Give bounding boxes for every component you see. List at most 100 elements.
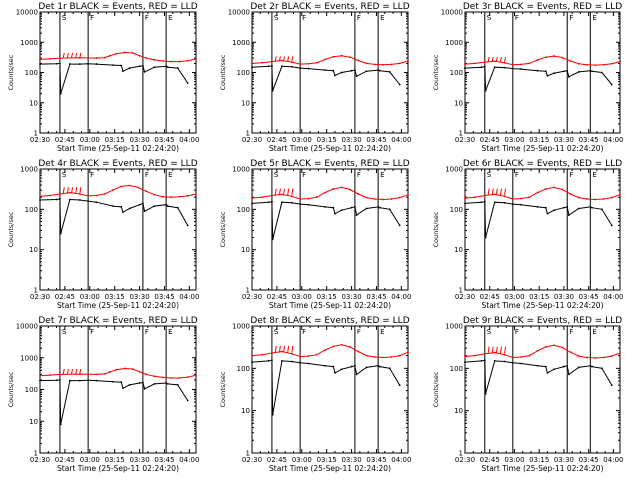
x-tick-label: 03:30 bbox=[554, 136, 574, 144]
data-point-lld bbox=[132, 52, 134, 54]
lld-spike bbox=[491, 188, 494, 196]
lld-spike bbox=[66, 187, 69, 194]
x-tick-label: 03:00 bbox=[292, 136, 312, 144]
data-point-events bbox=[493, 66, 496, 69]
data-point-lld bbox=[619, 60, 621, 63]
data-point-lld bbox=[373, 356, 376, 358]
x-tick-label: 02:45 bbox=[55, 456, 75, 464]
data-point-events bbox=[307, 203, 310, 206]
y-tick-label: 100 bbox=[450, 365, 463, 373]
x-tick-label: 03:15 bbox=[529, 456, 549, 464]
x-axis-label: Start Time (25-Sep-11 02:24:20) bbox=[482, 464, 604, 473]
data-point-lld bbox=[493, 351, 496, 354]
x-tick-label: 04:00 bbox=[391, 293, 411, 301]
data-point-lld bbox=[569, 193, 572, 195]
data-point-lld bbox=[365, 196, 368, 199]
data-point-lld bbox=[577, 62, 580, 65]
x-tick-label: 02:30 bbox=[30, 293, 50, 301]
data-point-lld bbox=[145, 57, 148, 59]
lld-spike bbox=[71, 187, 74, 194]
data-point-events bbox=[251, 361, 253, 364]
data-point-events bbox=[483, 200, 486, 203]
data-point-lld bbox=[561, 346, 564, 349]
x-tick-label: 02:45 bbox=[267, 456, 287, 464]
x-tick-label: 03:00 bbox=[504, 136, 524, 144]
y-tick-label: 10 bbox=[29, 99, 38, 107]
chart-title: Det 3r BLACK = Events, RED = LLD bbox=[463, 2, 622, 12]
chart-panel-7: Det 7r BLACK = Events, RED = LLD 1 10 100 10… bbox=[7, 316, 199, 473]
x-tick-label: 03:45 bbox=[579, 136, 599, 144]
data-point-events bbox=[600, 71, 603, 74]
data-point-lld bbox=[39, 195, 41, 198]
data-point-events bbox=[280, 201, 283, 204]
data-point-lld bbox=[373, 198, 376, 200]
data-point-lld bbox=[132, 368, 134, 370]
data-point-events bbox=[566, 205, 569, 208]
data-point-events bbox=[566, 69, 569, 72]
data-point-events bbox=[483, 65, 486, 68]
data-point-lld bbox=[332, 345, 335, 348]
data-point-events bbox=[186, 82, 189, 84]
chart-panel-2: Det 2r BLACK = Events, RED = LLD 1 10 100 10… bbox=[219, 2, 411, 153]
lld-spike bbox=[491, 346, 494, 354]
data-point-lld bbox=[544, 188, 547, 190]
data-point-events bbox=[553, 368, 555, 371]
x-tick-label: 02:30 bbox=[455, 136, 475, 144]
vertical-marker-label: S bbox=[274, 14, 279, 22]
data-point-lld bbox=[586, 63, 588, 66]
data-point-lld bbox=[170, 196, 173, 199]
data-point-lld bbox=[115, 368, 118, 371]
data-point-lld bbox=[602, 198, 605, 200]
y-tick-label: 1000 bbox=[232, 39, 250, 47]
lld-spike bbox=[495, 346, 498, 354]
vertical-marker-label: F bbox=[357, 328, 361, 336]
x-tick-label: 04:00 bbox=[391, 456, 411, 464]
lld-spike bbox=[66, 52, 69, 58]
data-point-events bbox=[176, 67, 179, 69]
y-axis-label: Counts/sec bbox=[219, 371, 227, 407]
data-point-lld bbox=[87, 195, 90, 197]
data-point-lld bbox=[324, 349, 326, 351]
data-point-events bbox=[334, 372, 336, 374]
data-point-events bbox=[55, 62, 58, 65]
vertical-marker-label: E bbox=[380, 14, 384, 22]
series-line-events bbox=[464, 66, 613, 91]
data-point-lld bbox=[602, 356, 605, 359]
data-point-lld bbox=[536, 349, 539, 352]
data-point-events bbox=[334, 212, 336, 215]
data-point-lld bbox=[594, 64, 597, 67]
y-tick-label: 10 bbox=[241, 407, 250, 415]
data-point-events bbox=[567, 75, 570, 78]
data-point-events bbox=[334, 74, 336, 77]
series-line-events bbox=[39, 379, 189, 425]
data-point-events bbox=[143, 210, 146, 213]
data-point-lld bbox=[464, 63, 466, 65]
x-tick-label: 02:30 bbox=[242, 293, 262, 301]
y-tick-label: 1 bbox=[246, 130, 250, 138]
plot-frame bbox=[464, 325, 621, 454]
data-point-events bbox=[78, 379, 81, 382]
data-point-lld bbox=[59, 373, 61, 376]
x-tick-label: 03:45 bbox=[154, 456, 174, 464]
data-point-lld bbox=[349, 56, 351, 59]
data-point-events bbox=[138, 382, 141, 384]
x-tick-label: 03:15 bbox=[105, 136, 125, 144]
x-tick-label: 03:15 bbox=[317, 293, 337, 301]
vertical-marker-label: F bbox=[515, 171, 519, 179]
data-point-lld bbox=[324, 191, 326, 194]
data-point-lld bbox=[398, 354, 401, 357]
data-point-events bbox=[78, 199, 81, 201]
vertical-marker-label: E bbox=[168, 14, 172, 22]
data-point-events bbox=[365, 366, 368, 369]
data-point-lld bbox=[569, 60, 572, 62]
data-point-events bbox=[165, 203, 168, 206]
y-axis-label: Counts/sec bbox=[432, 54, 440, 90]
y-tick-label: 10 bbox=[241, 246, 250, 254]
vertical-marker-label: S bbox=[274, 171, 279, 179]
data-point-events bbox=[186, 224, 189, 227]
x-tick-label: 02:45 bbox=[267, 136, 287, 144]
data-point-lld bbox=[59, 193, 61, 195]
vertical-marker-label: F bbox=[90, 171, 94, 179]
data-point-events bbox=[340, 209, 343, 212]
data-point-lld bbox=[161, 195, 164, 198]
